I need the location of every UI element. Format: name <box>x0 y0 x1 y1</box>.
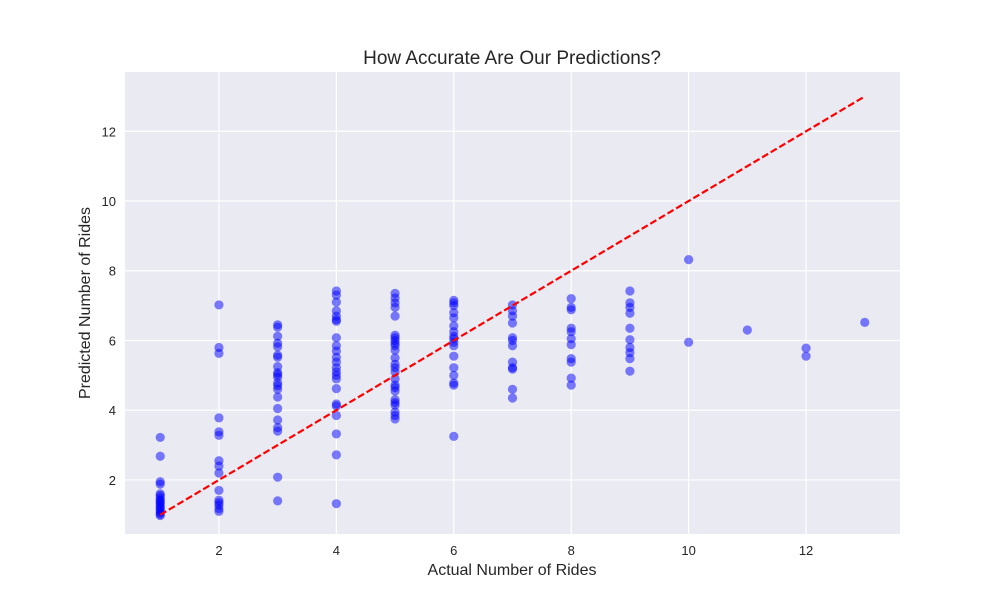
data-point <box>214 430 224 440</box>
data-point <box>273 496 283 506</box>
data-point <box>273 342 283 352</box>
data-point <box>155 451 165 461</box>
data-point <box>449 431 459 441</box>
data-points <box>155 254 870 521</box>
y-tick-label: 8 <box>109 264 116 279</box>
data-point <box>566 305 576 315</box>
data-point <box>566 340 576 350</box>
data-point <box>273 331 283 341</box>
y-tick-label: 4 <box>109 403 116 418</box>
data-point <box>566 294 576 304</box>
data-point <box>507 318 518 328</box>
y-axis-label: Predicted Number of Rides <box>77 207 94 399</box>
data-point <box>742 325 752 335</box>
data-point <box>390 386 400 396</box>
y-tick-labels: 2 4 6 8 10 12 <box>102 124 116 488</box>
data-point <box>214 413 224 423</box>
x-tick-label: 10 <box>681 543 695 558</box>
data-point <box>273 403 283 414</box>
y-tick-label: 2 <box>109 473 116 488</box>
y-tick-label: 10 <box>102 194 116 209</box>
data-point <box>684 337 694 347</box>
y-tick-label: 6 <box>109 333 116 348</box>
x-tick-label: 12 <box>799 543 813 558</box>
data-point <box>273 426 283 436</box>
x-tick-label: 2 <box>215 543 222 558</box>
data-point <box>390 345 400 355</box>
data-point <box>331 374 341 384</box>
data-point <box>214 348 224 358</box>
data-point <box>331 450 341 460</box>
data-point <box>273 352 283 362</box>
data-point <box>507 393 518 403</box>
chart-title: How Accurate Are Our Predictions? <box>363 48 661 69</box>
data-point <box>566 357 576 367</box>
data-point <box>214 485 224 496</box>
data-point <box>273 384 283 394</box>
data-point <box>331 384 341 394</box>
data-point <box>331 297 341 307</box>
x-tick-label: 6 <box>450 543 457 558</box>
data-point <box>860 317 870 327</box>
data-point <box>625 354 635 364</box>
data-point <box>390 400 400 410</box>
data-point <box>214 461 224 471</box>
x-tick-label: 8 <box>568 543 575 558</box>
data-point <box>507 364 518 374</box>
x-axis-label: Actual Number of Rides <box>428 562 597 579</box>
x-tick-label: 4 <box>333 543 340 558</box>
data-point <box>331 316 341 326</box>
data-point <box>331 429 341 439</box>
data-point <box>273 392 283 402</box>
data-point <box>273 322 283 332</box>
data-point <box>449 351 459 361</box>
data-point <box>331 290 341 300</box>
perfect-prediction-line <box>159 95 866 516</box>
data-point <box>625 335 635 345</box>
data-point <box>331 401 341 411</box>
data-point <box>214 300 224 310</box>
data-point <box>273 415 283 425</box>
data-point <box>625 366 635 376</box>
data-point <box>273 472 283 482</box>
data-point <box>155 432 165 443</box>
data-point <box>390 302 400 312</box>
data-point <box>566 373 576 383</box>
data-point <box>507 341 518 351</box>
horizontal-gridlines <box>125 130 900 481</box>
data-point <box>449 380 459 390</box>
data-point <box>214 506 224 516</box>
data-point <box>449 301 459 311</box>
data-point <box>214 468 224 478</box>
data-point <box>507 384 518 394</box>
data-point <box>625 308 635 318</box>
data-point <box>449 370 459 380</box>
data-point <box>566 327 576 337</box>
data-point <box>331 333 341 343</box>
data-point <box>390 311 400 321</box>
data-point <box>449 341 459 351</box>
data-point <box>684 254 694 265</box>
data-point <box>801 351 811 361</box>
data-point <box>331 499 341 509</box>
data-point <box>449 313 459 323</box>
data-point <box>449 363 459 373</box>
data-point <box>390 414 400 424</box>
data-point <box>566 380 576 390</box>
y-tick-label: 12 <box>102 124 116 139</box>
data-point <box>625 323 635 333</box>
x-tick-labels: 2 4 6 8 10 12 <box>215 543 813 558</box>
data-point <box>331 410 341 421</box>
data-point <box>801 343 811 353</box>
data-point <box>625 286 635 296</box>
data-point <box>507 311 518 321</box>
data-point <box>155 479 165 489</box>
